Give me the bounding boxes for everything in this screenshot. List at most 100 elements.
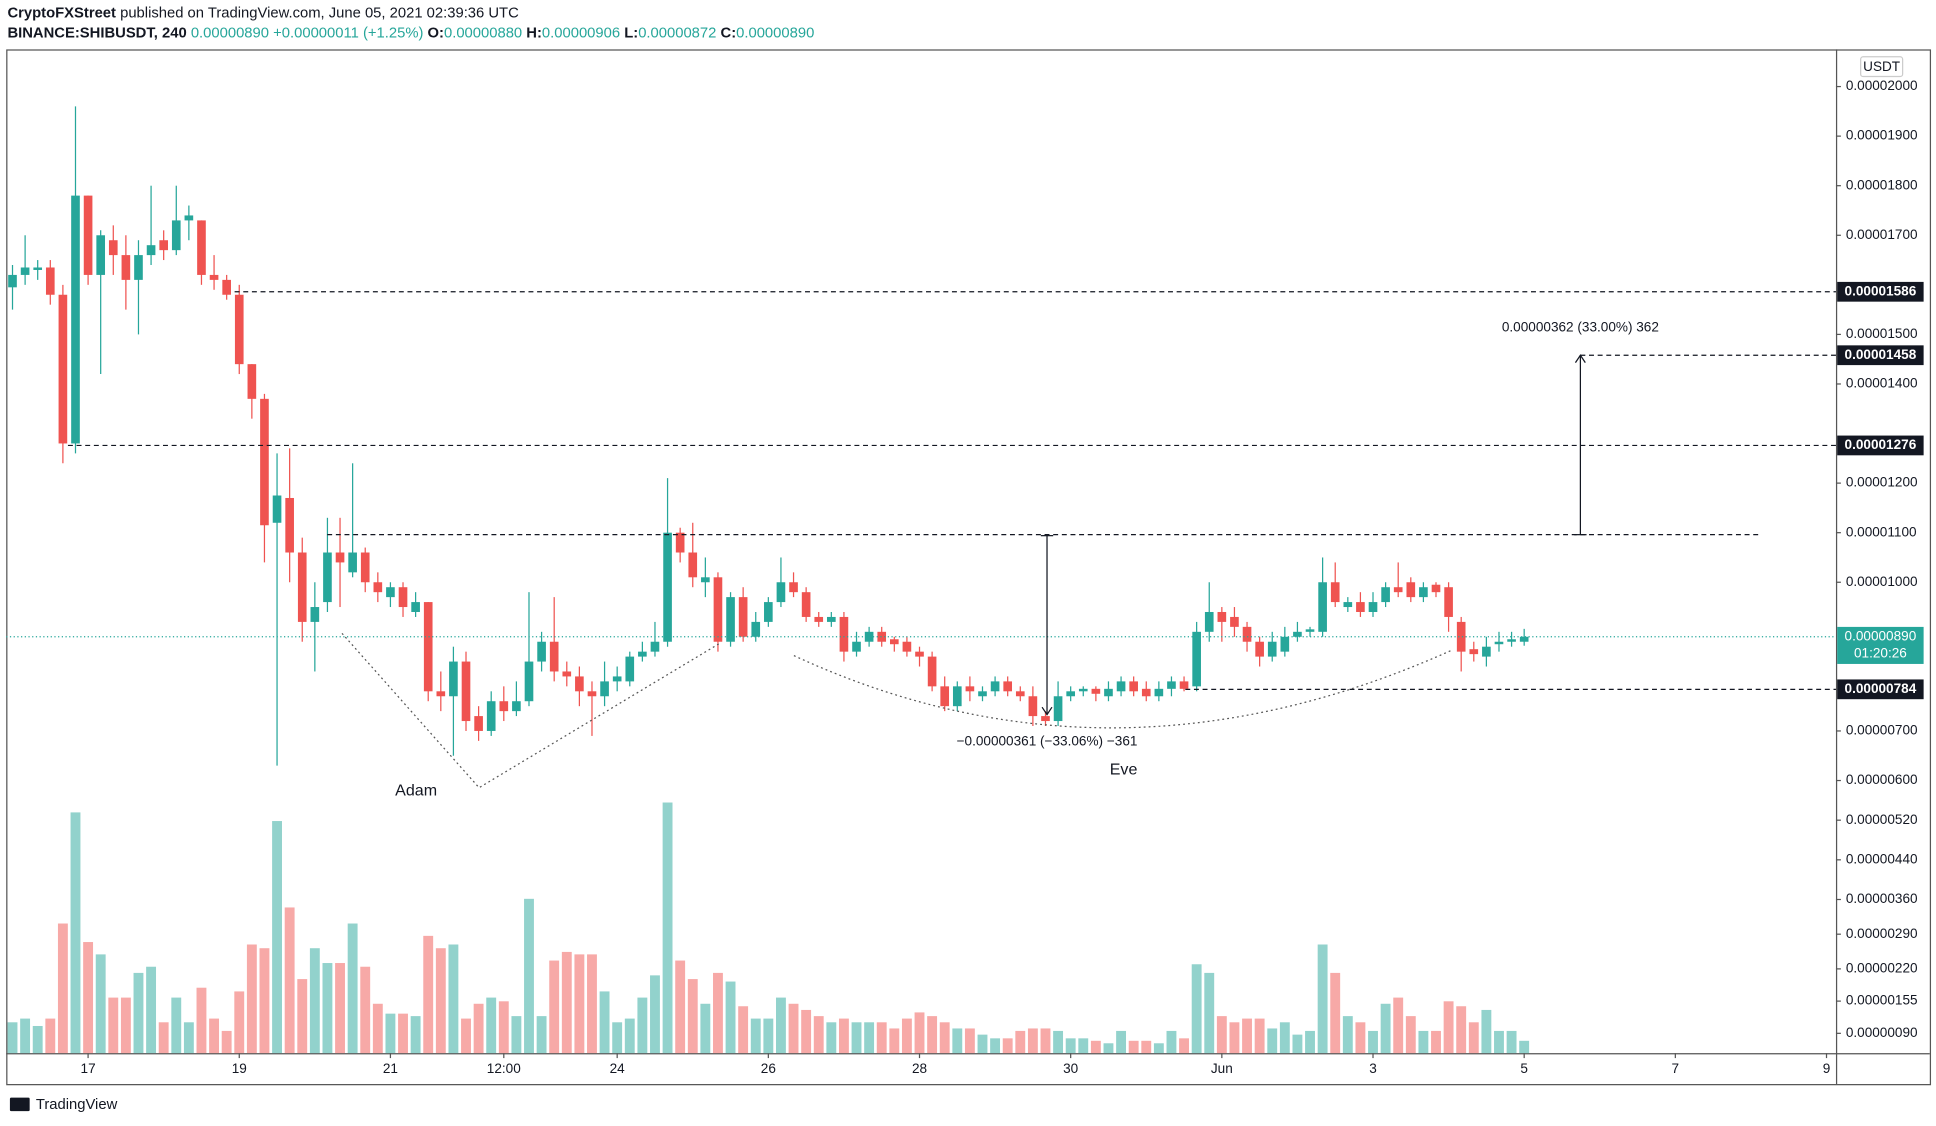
- volume-bar: [990, 1038, 1001, 1054]
- candle-body: [688, 552, 698, 578]
- candle-body: [1356, 602, 1365, 612]
- candle-body: [486, 701, 496, 731]
- volume-bar: [1053, 1030, 1064, 1054]
- candle-body: [1242, 626, 1252, 642]
- candle-body: [1343, 602, 1353, 608]
- candle-body: [1280, 636, 1290, 652]
- volume-bar: [1242, 1018, 1252, 1054]
- symbol: BINANCE:SHIBUSDT, 240: [7, 25, 186, 41]
- x-tick-label: 26: [761, 1061, 776, 1076]
- volume-bar: [524, 898, 534, 1054]
- level-label-box: [1837, 435, 1924, 456]
- volume-bar: [322, 963, 333, 1054]
- candle-body: [1192, 631, 1201, 687]
- candle-body: [1267, 641, 1277, 657]
- volume-bar: [1027, 1028, 1038, 1054]
- volume-bar: [448, 944, 459, 1054]
- volume-bar: [1418, 1030, 1429, 1054]
- volume-bar: [574, 954, 585, 1054]
- volume-bar: [473, 1003, 484, 1054]
- candle-body: [348, 552, 357, 573]
- y-tick-label: 0.00000520: [1846, 812, 1918, 827]
- candle-body: [625, 656, 635, 682]
- volume-bar: [297, 979, 308, 1054]
- y-tick-label: 0.00001100: [1846, 524, 1917, 539]
- x-tick-label: 17: [81, 1061, 96, 1076]
- candle-body: [1179, 681, 1189, 689]
- volume-bar: [486, 997, 497, 1054]
- volume-bar: [1103, 1043, 1114, 1054]
- volume-bar: [335, 963, 345, 1054]
- volume-bar: [637, 997, 648, 1054]
- candle-body: [1393, 587, 1403, 593]
- measure-label: −0.00000361 (−33.06%) −361: [957, 733, 1138, 748]
- plot-area: [7, 106, 1530, 1054]
- candle-body: [650, 641, 660, 652]
- x-tick-label: 9: [1823, 1061, 1831, 1076]
- volume-bar: [1355, 1022, 1366, 1054]
- footer-logo: TradingView: [9, 1097, 118, 1113]
- volume-bar: [385, 1013, 396, 1054]
- candle-body: [1167, 681, 1176, 689]
- candle-body: [474, 716, 483, 731]
- published: published on TradingView.com, June 05, 2…: [120, 5, 519, 21]
- volume-bar: [901, 1018, 912, 1054]
- volume-bar: [1254, 1018, 1265, 1054]
- volume-bar: [977, 1034, 988, 1054]
- volume-bar: [461, 1018, 471, 1054]
- x-tick-label: 3: [1369, 1061, 1377, 1076]
- candle-body: [146, 245, 156, 256]
- candle-body: [940, 686, 950, 707]
- volume-bar: [347, 923, 358, 1054]
- candle-body: [1431, 584, 1441, 593]
- volume-bar: [561, 951, 572, 1054]
- volume-bar: [246, 944, 257, 1054]
- header-line-2: BINANCE:SHIBUSDT, 240 0.00000890 +0.0000…: [7, 25, 814, 41]
- volume-bar: [410, 1016, 421, 1054]
- volume-bar: [914, 1012, 925, 1054]
- volume-bar: [864, 1022, 875, 1054]
- volume-bar: [272, 821, 282, 1054]
- volume-bar: [196, 987, 207, 1054]
- volume-bar: [120, 997, 131, 1054]
- candle-body: [134, 255, 143, 280]
- header-line-1: CryptoFXStreet published on TradingView.…: [7, 5, 519, 21]
- candle-body: [1217, 611, 1227, 622]
- candle-body: [915, 651, 924, 657]
- volume-bar: [675, 960, 686, 1054]
- y-tick-label: 0.00001000: [1846, 574, 1918, 589]
- candle-body: [1368, 602, 1378, 612]
- candle-body: [726, 597, 735, 642]
- volume-bar: [1279, 1022, 1290, 1054]
- candle-body: [978, 691, 987, 697]
- x-tick-label: 7: [1672, 1061, 1680, 1076]
- ohlc-value: 0.00000906: [542, 25, 620, 41]
- volume-bar: [788, 1003, 799, 1054]
- candle-body: [562, 671, 572, 677]
- y-tick-label: 0.00001500: [1846, 326, 1918, 341]
- volume-bar: [171, 997, 182, 1054]
- candle-body: [499, 701, 509, 712]
- y-tick-label: 0.00000700: [1846, 723, 1918, 738]
- candle-body: [1456, 621, 1466, 652]
- x-tick-label: 30: [1063, 1061, 1079, 1076]
- volume-bar: [549, 960, 560, 1054]
- volume-bar: [1128, 1040, 1139, 1054]
- volume-bar: [221, 1030, 232, 1054]
- volume-bar: [876, 1022, 887, 1054]
- candle-body: [159, 240, 168, 251]
- candle-body: [96, 235, 106, 275]
- volume-bar: [650, 975, 660, 1054]
- volume-bar: [1317, 944, 1328, 1054]
- ohlc-key: H:: [526, 25, 542, 41]
- ohlc-key: L:: [624, 25, 638, 41]
- logo-icon: [9, 1097, 30, 1112]
- volume-bar: [1330, 972, 1341, 1054]
- measure-arrow: [1574, 354, 1586, 363]
- candle-body: [411, 602, 420, 612]
- candle-body: [449, 661, 458, 697]
- candle-body: [952, 686, 962, 707]
- candle-body: [272, 495, 282, 523]
- candle-body: [927, 656, 937, 687]
- volume-bar: [1292, 1034, 1303, 1054]
